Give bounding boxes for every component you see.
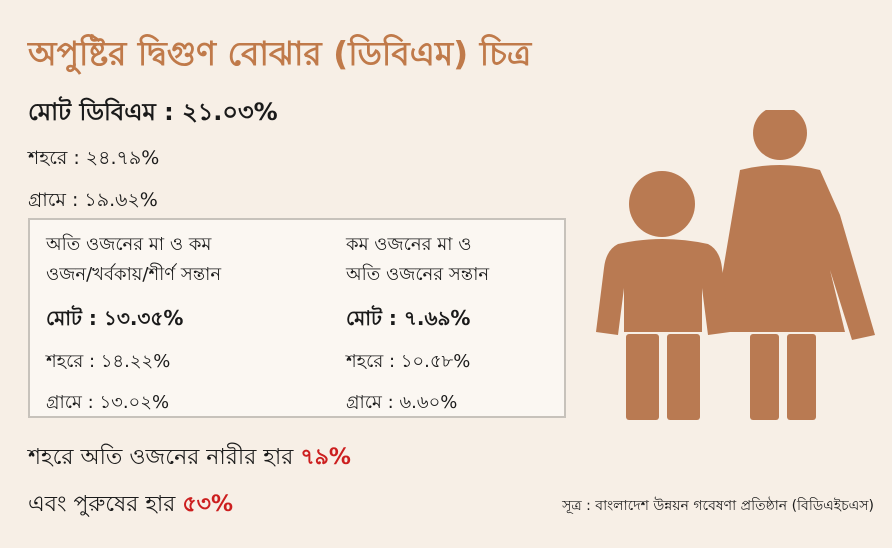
women-rate-text: শহরে অতি ওজনের নারীর হার <box>28 445 294 470</box>
mother-child-icon <box>590 106 880 424</box>
overweight-mother-column: অতি ওজনের মা ও কম ওজন/খর্বকায়/শীর্ণ সন্… <box>46 230 314 419</box>
page-title: অপুষ্টির দ্বিগুণ বোঝার (ডিবিএম) চিত্র <box>28 34 532 73</box>
underweight-mother-column: কম ওজনের মা ও অতি ওজনের সন্তান মোট : ৭.৬… <box>346 230 556 419</box>
summary-rural: গ্রামে : ১৯.৬২% <box>28 189 158 211</box>
column-urban: শহরে : ১০.৫৮% <box>346 351 471 372</box>
column-heading-line2: অতি ওজনের সন্তান <box>346 264 490 285</box>
summary-total: মোট ডিবিএম : ২১.০৩% <box>28 98 278 126</box>
column-rural: গ্রামে : ১৩.০২% <box>46 392 170 413</box>
source-note: সূত্র : বাংলাদেশ উন্নয়ন গবেষণা প্রতিষ্ঠ… <box>562 498 874 514</box>
men-rate-value: ৫৩% <box>182 492 233 517</box>
column-heading-line2: ওজন/খর্বকায়/শীর্ণ সন্তান <box>46 264 222 285</box>
column-urban: শহরে : ১৪.২২% <box>46 351 171 372</box>
summary-block: মোট ডিবিএম : ২১.০৩% শহরে : ২৪.৭৯% গ্রামে… <box>28 94 278 228</box>
women-rate-value: ৭৯% <box>300 445 351 470</box>
summary-urban: শহরে : ২৪.৭৯% <box>28 147 160 169</box>
men-rate-text: এবং পুরুষের হার <box>28 492 176 517</box>
women-rate-line: শহরে অতি ওজনের নারীর হার ৭৯% <box>28 440 351 477</box>
column-rural: গ্রামে : ৬.৬০% <box>346 392 458 413</box>
column-heading-line1: অতি ওজনের মা ও কম <box>46 234 212 255</box>
obesity-rate-block: শহরে অতি ওজনের নারীর হার ৭৯% এবং পুরুষের… <box>28 440 351 534</box>
column-heading-line1: কম ওজনের মা ও <box>346 234 472 255</box>
comparison-box: অতি ওজনের মা ও কম ওজন/খর্বকায়/শীর্ণ সন্… <box>28 218 566 418</box>
column-total: মোট : ১৩.৩৫% <box>46 306 184 330</box>
men-rate-line: এবং পুরুষের হার ৫৩% <box>28 487 351 524</box>
column-total: মোট : ৭.৬৯% <box>346 306 471 330</box>
